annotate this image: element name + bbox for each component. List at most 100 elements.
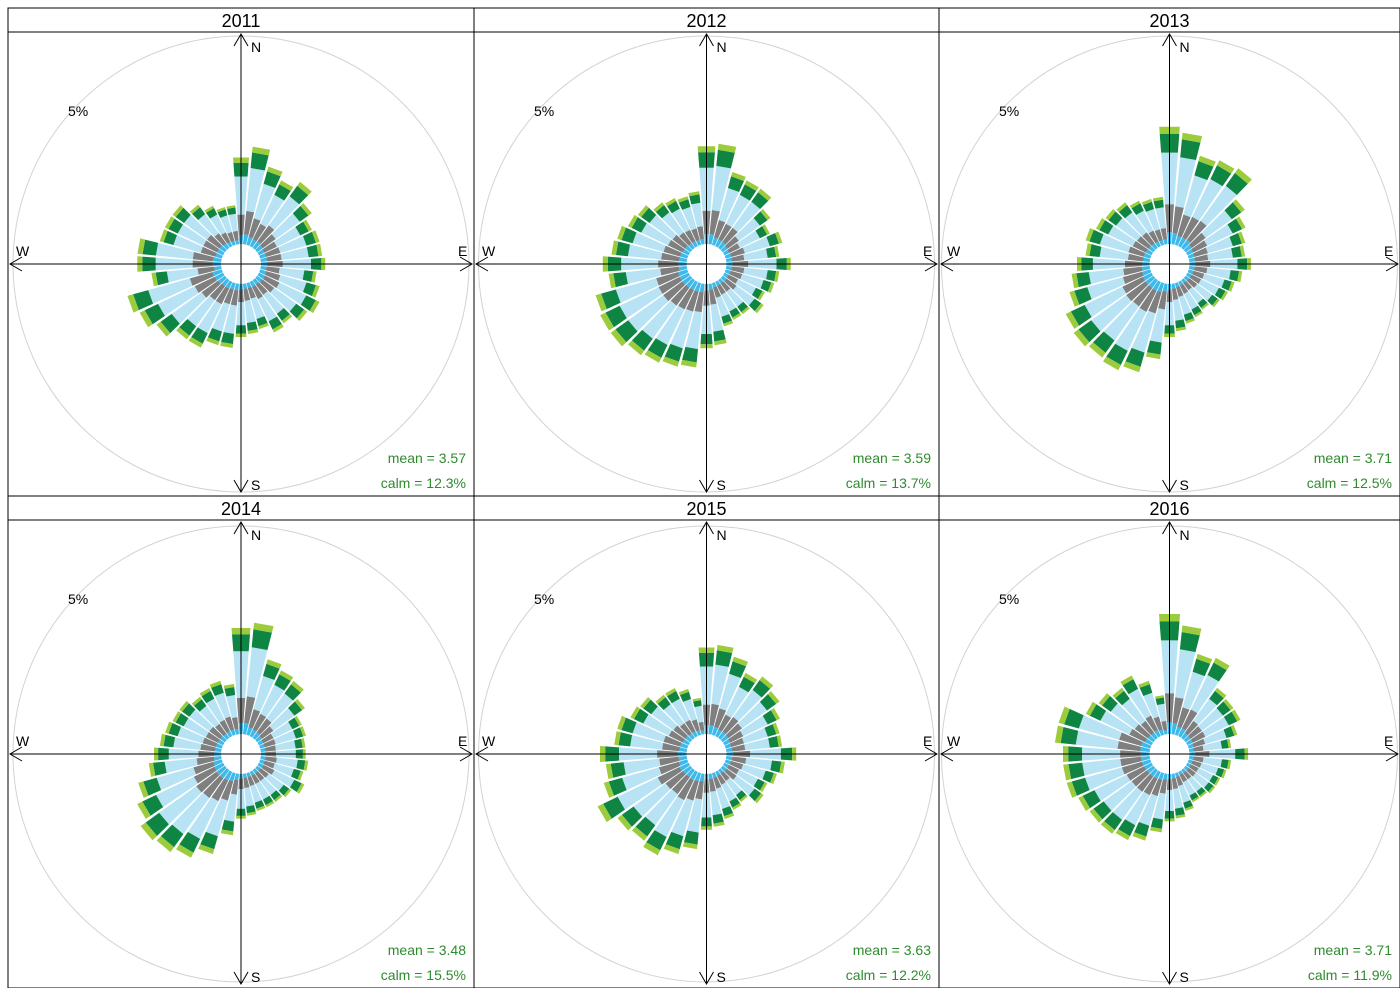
mean-label: mean = 3.59 bbox=[853, 450, 931, 466]
bar-segment bbox=[235, 240, 239, 245]
bar-segment bbox=[1231, 709, 1241, 722]
bar-segment bbox=[227, 207, 236, 215]
bar-segment bbox=[1155, 207, 1166, 229]
bar-segment bbox=[774, 271, 780, 283]
bar-segment bbox=[694, 282, 702, 292]
spoke-140 bbox=[252, 768, 283, 803]
bar-segment bbox=[621, 717, 637, 734]
bar-segment bbox=[260, 234, 276, 249]
bar-segment bbox=[1175, 814, 1186, 819]
bar-segment bbox=[731, 266, 745, 274]
calm-label: calm = 12.2% bbox=[846, 967, 931, 983]
bar-segment bbox=[611, 240, 619, 255]
spoke-340 bbox=[216, 207, 236, 246]
spoke-100 bbox=[260, 266, 317, 283]
bar-segment bbox=[266, 693, 294, 723]
bar-segment bbox=[234, 773, 239, 780]
spoke-120 bbox=[257, 272, 320, 314]
bar-segment bbox=[303, 219, 312, 232]
bar-segment bbox=[1074, 287, 1092, 305]
bar-segment bbox=[628, 295, 669, 332]
bar-segment bbox=[728, 730, 744, 743]
bar-segment bbox=[197, 301, 222, 334]
bar-segment bbox=[1157, 282, 1165, 293]
arrow-e bbox=[1385, 256, 1399, 272]
bar-segment bbox=[719, 673, 741, 711]
bar-segment bbox=[1198, 155, 1216, 167]
bar-segment bbox=[1154, 729, 1161, 738]
bar-segment bbox=[278, 267, 305, 280]
bar-segment bbox=[1182, 216, 1199, 240]
bar-segment bbox=[684, 830, 699, 845]
bar-segment bbox=[699, 773, 705, 782]
bar-segment bbox=[316, 243, 323, 257]
bar-segment bbox=[155, 242, 194, 260]
spoke-240 bbox=[137, 762, 225, 819]
spoke-100 bbox=[725, 756, 785, 774]
panel-title: 2014 bbox=[221, 499, 261, 519]
bar-segment bbox=[196, 756, 215, 766]
bar-segment bbox=[205, 798, 228, 837]
bar-segment bbox=[712, 813, 724, 824]
bar-segment bbox=[257, 762, 264, 769]
spoke-200 bbox=[663, 772, 702, 855]
bar-segment bbox=[727, 243, 740, 254]
bar-segment bbox=[253, 675, 275, 712]
bar-segment bbox=[133, 290, 154, 311]
bar-segment bbox=[1102, 695, 1118, 712]
bar-segment bbox=[1230, 725, 1238, 736]
bar-segment bbox=[725, 266, 732, 271]
bar-segment bbox=[232, 230, 239, 241]
bar-segment bbox=[1148, 245, 1156, 253]
ring-label: 5% bbox=[68, 103, 88, 119]
bar-segment bbox=[261, 733, 274, 744]
spoke-210 bbox=[1115, 770, 1161, 841]
spoke-120 bbox=[723, 272, 765, 301]
bar-segment bbox=[1131, 203, 1144, 215]
bar-segment bbox=[1141, 741, 1152, 749]
bar-segment bbox=[1089, 342, 1106, 358]
compass-w: W bbox=[16, 243, 30, 259]
bar-segment bbox=[309, 300, 320, 314]
bar-segment bbox=[1224, 202, 1242, 220]
spoke-330 bbox=[204, 205, 233, 248]
bar-segment bbox=[711, 282, 717, 288]
bar-segment bbox=[692, 697, 702, 702]
bar-segment bbox=[754, 303, 764, 314]
bar-segment bbox=[203, 240, 220, 253]
bar-segment bbox=[272, 324, 284, 333]
arrow-w bbox=[9, 746, 23, 762]
bar-segment bbox=[715, 239, 722, 248]
spoke-30 bbox=[715, 672, 758, 738]
bar-segment bbox=[142, 794, 164, 816]
bar-segment bbox=[623, 758, 661, 775]
compass-w: W bbox=[482, 733, 496, 749]
bar-segment bbox=[273, 763, 294, 777]
bar-segment bbox=[724, 278, 737, 290]
bar-segment bbox=[250, 297, 265, 319]
bar-segment bbox=[1174, 282, 1180, 288]
bar-segment bbox=[711, 726, 719, 736]
spoke-300 bbox=[164, 216, 225, 256]
bar-segment bbox=[709, 289, 717, 305]
bar-segment bbox=[1176, 286, 1184, 297]
spoke-60 bbox=[257, 715, 302, 746]
bar-segment bbox=[619, 287, 663, 319]
bar-segment bbox=[251, 773, 260, 784]
bar-segment bbox=[260, 257, 267, 262]
bar-segment bbox=[213, 759, 223, 766]
bar-segment bbox=[1162, 283, 1168, 292]
bar-segment bbox=[1137, 236, 1151, 249]
spoke-280 bbox=[611, 240, 688, 262]
bar-segment bbox=[677, 778, 694, 801]
bar-segment bbox=[1088, 268, 1125, 284]
spoke-250 bbox=[603, 759, 689, 798]
bar-segment bbox=[144, 303, 165, 325]
bar-segment bbox=[671, 774, 690, 795]
bar-segment bbox=[1181, 732, 1188, 740]
bar-segment bbox=[724, 768, 737, 780]
bar-segment bbox=[766, 246, 777, 258]
bar-segment bbox=[597, 803, 612, 823]
bar-segment bbox=[1236, 216, 1246, 230]
bar-segment bbox=[1131, 770, 1150, 787]
